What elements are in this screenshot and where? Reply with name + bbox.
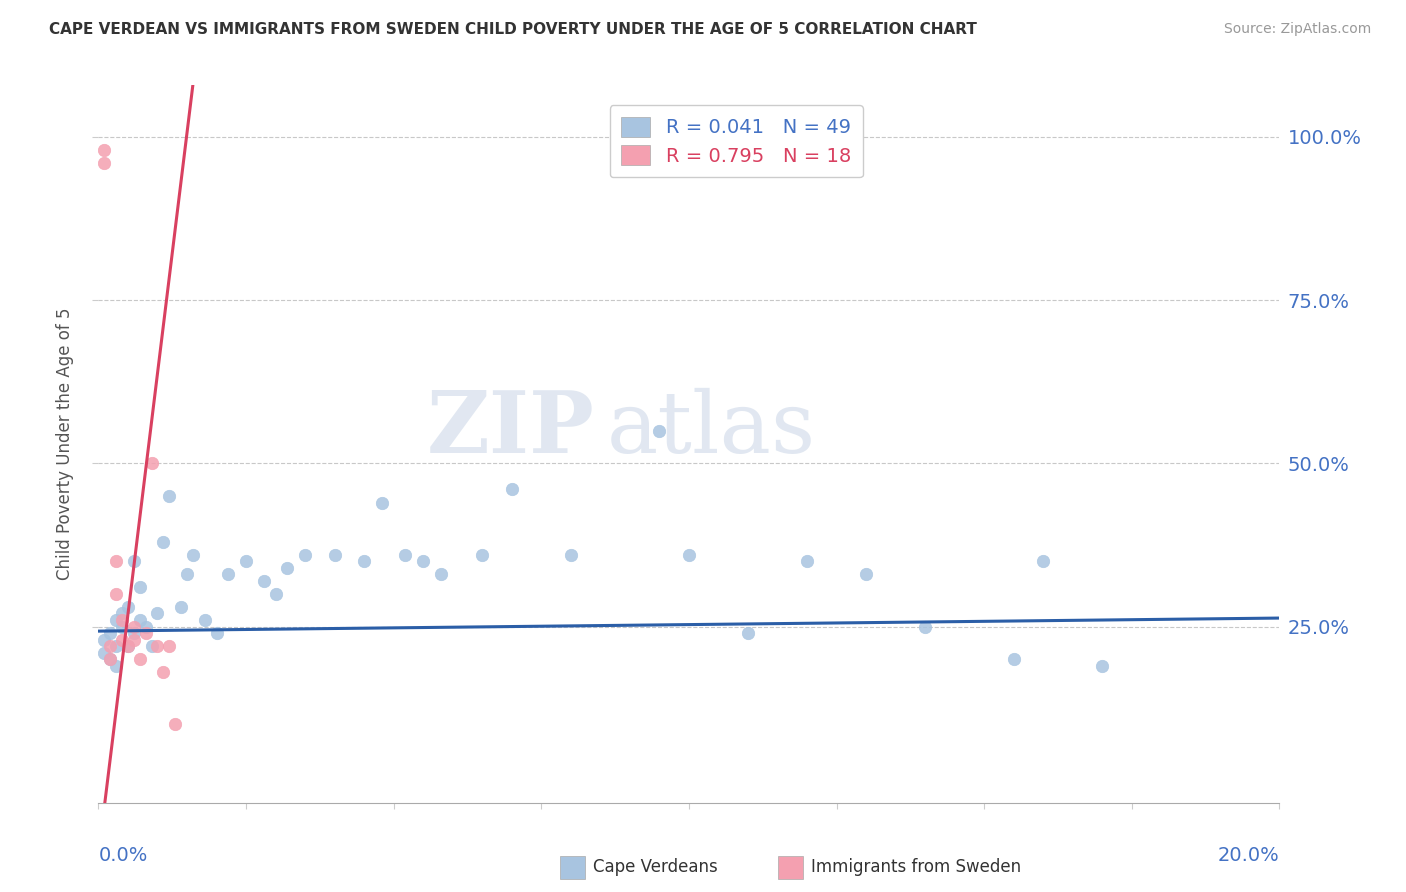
- Point: [648, 424, 671, 438]
- Point: [117, 639, 139, 653]
- Text: ZIP: ZIP: [426, 387, 595, 471]
- Text: Cape Verdeans: Cape Verdeans: [593, 858, 718, 876]
- Point: [98, 652, 121, 666]
- Point: [105, 639, 128, 653]
- Point: [394, 548, 416, 562]
- Point: [194, 613, 217, 627]
- Text: atlas: atlas: [606, 388, 815, 471]
- Point: [135, 626, 157, 640]
- Point: [157, 489, 180, 503]
- Point: [98, 652, 121, 666]
- Point: [122, 626, 145, 640]
- Point: [914, 619, 936, 633]
- Point: [276, 561, 298, 575]
- Point: [1091, 658, 1114, 673]
- Point: [737, 626, 759, 640]
- Point: [117, 639, 139, 653]
- Point: [93, 646, 115, 660]
- Point: [165, 717, 187, 731]
- Point: [98, 626, 121, 640]
- Text: CAPE VERDEAN VS IMMIGRANTS FROM SWEDEN CHILD POVERTY UNDER THE AGE OF 5 CORRELAT: CAPE VERDEAN VS IMMIGRANTS FROM SWEDEN C…: [49, 22, 977, 37]
- Point: [105, 554, 128, 568]
- Point: [353, 554, 375, 568]
- Point: [111, 613, 134, 627]
- Point: [128, 581, 150, 595]
- Point: [105, 587, 128, 601]
- Point: [253, 574, 276, 588]
- Point: [141, 456, 163, 470]
- Point: [105, 658, 128, 673]
- Point: [111, 607, 134, 621]
- Y-axis label: Child Poverty Under the Age of 5: Child Poverty Under the Age of 5: [56, 308, 75, 580]
- Point: [93, 632, 115, 647]
- Point: [412, 554, 434, 568]
- Text: 20.0%: 20.0%: [1218, 846, 1279, 865]
- Point: [122, 619, 145, 633]
- Point: [128, 613, 150, 627]
- Point: [135, 619, 157, 633]
- Point: [1032, 554, 1054, 568]
- Point: [501, 483, 523, 497]
- Point: [117, 599, 139, 614]
- Point: [264, 587, 287, 601]
- Point: [93, 143, 115, 157]
- Point: [146, 639, 169, 653]
- Point: [796, 554, 818, 568]
- Point: [1002, 652, 1025, 666]
- Point: [93, 156, 115, 170]
- Point: [235, 554, 257, 568]
- Point: [128, 652, 150, 666]
- Point: [371, 495, 394, 509]
- Point: [181, 548, 204, 562]
- Point: [122, 554, 145, 568]
- Point: [294, 548, 316, 562]
- Point: [105, 613, 128, 627]
- Point: [152, 534, 174, 549]
- Point: [152, 665, 174, 680]
- Point: [122, 632, 145, 647]
- Text: Immigrants from Sweden: Immigrants from Sweden: [811, 858, 1021, 876]
- Point: [678, 548, 700, 562]
- Point: [205, 626, 228, 640]
- Point: [141, 639, 163, 653]
- Point: [471, 548, 494, 562]
- Legend: R = 0.041   N = 49, R = 0.795   N = 18: R = 0.041 N = 49, R = 0.795 N = 18: [610, 105, 863, 178]
- Point: [323, 548, 346, 562]
- Text: 0.0%: 0.0%: [98, 846, 148, 865]
- Point: [111, 619, 134, 633]
- Point: [855, 567, 877, 582]
- Point: [430, 567, 453, 582]
- Point: [98, 639, 121, 653]
- Point: [157, 639, 180, 653]
- Point: [176, 567, 198, 582]
- Point: [111, 632, 134, 647]
- Text: Source: ZipAtlas.com: Source: ZipAtlas.com: [1223, 22, 1371, 37]
- Point: [170, 599, 193, 614]
- Point: [560, 548, 582, 562]
- Point: [217, 567, 239, 582]
- Point: [146, 607, 169, 621]
